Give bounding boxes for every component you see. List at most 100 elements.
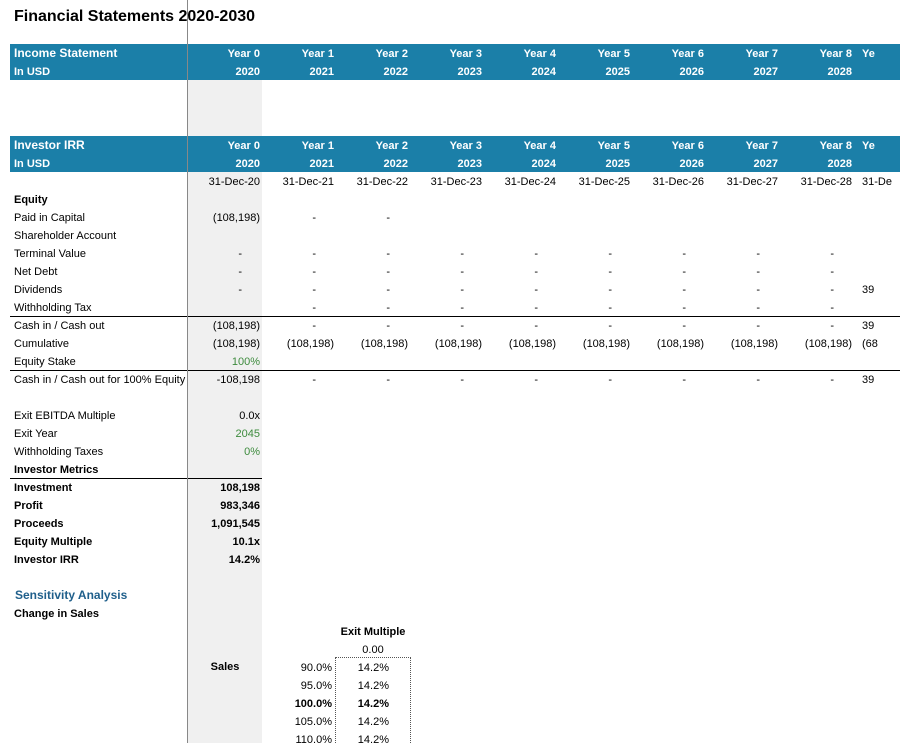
cell-value: - <box>312 302 316 314</box>
sensitivity-row-label: 105.0% <box>294 716 332 728</box>
cell-value: - <box>460 302 464 314</box>
cell-value: - <box>312 266 316 278</box>
metric-value: 10.1x <box>232 536 260 548</box>
row-label: Terminal Value <box>14 248 86 260</box>
cell-value: 100% <box>231 356 260 368</box>
cell-value: - <box>386 374 390 386</box>
cell-value: - <box>460 320 464 332</box>
year-header: Year 2 <box>375 140 408 152</box>
cell-value: - <box>830 320 834 332</box>
fiscal-year: 2022 <box>383 66 408 78</box>
date-header: 31-Dec-24 <box>504 176 556 188</box>
year-header: Year 7 <box>745 48 778 60</box>
fiscal-year: 2022 <box>383 158 408 170</box>
row-label: Dividends <box>14 284 63 296</box>
cell-value: (108,198) <box>730 338 778 350</box>
date-header: 31-De <box>862 176 892 188</box>
income-header-band <box>10 44 900 80</box>
sensitivity-box <box>335 657 411 743</box>
fiscal-year: 2026 <box>679 158 704 170</box>
year-header: Year 0 <box>227 48 260 60</box>
cell-value: - <box>830 248 834 260</box>
row-label: Cumulative <box>14 338 70 350</box>
investor-header-band <box>10 136 900 172</box>
cell-value: - <box>534 248 538 260</box>
cell-value: (108,198) <box>434 338 482 350</box>
cell-value: 39 <box>862 284 875 296</box>
date-header: 31-Dec-22 <box>356 176 408 188</box>
date-header: 31-Dec-27 <box>726 176 778 188</box>
metric-value: 14.2% <box>228 554 260 566</box>
metric-label: Proceeds <box>14 518 64 530</box>
fiscal-year: 2023 <box>457 66 482 78</box>
cell-value: - <box>682 266 686 278</box>
metric-value: 1,091,545 <box>211 518 260 530</box>
fiscal-year: 2028 <box>827 66 852 78</box>
sensitivity-subtitle: Change in Sales <box>14 608 99 620</box>
sensitivity-row-label: 95.0% <box>300 680 332 692</box>
metric-value: 108,198 <box>220 482 260 494</box>
year-header: Ye <box>862 140 875 152</box>
rule <box>10 316 900 317</box>
cell-value: (108,198) <box>212 338 260 350</box>
section-label: Income Statement <box>14 46 118 60</box>
cell-value: - <box>238 248 242 260</box>
year-header: Year 6 <box>671 140 704 152</box>
date-header: 31-Dec-26 <box>652 176 704 188</box>
year-header: Year 6 <box>671 48 704 60</box>
cell-value: - <box>312 320 316 332</box>
cell-value: - <box>312 374 316 386</box>
cell-value: - <box>386 212 390 224</box>
cell-value: - <box>534 302 538 314</box>
year0-shade <box>188 80 262 743</box>
sensitivity-value: 14.2% <box>357 662 389 674</box>
cell-value: (108,198) <box>212 212 260 224</box>
cell-value: - <box>682 302 686 314</box>
cell-value: - <box>756 302 760 314</box>
cell-value: - <box>830 302 834 314</box>
fiscal-year: 2027 <box>753 66 778 78</box>
row-label: Withholding Tax <box>14 302 92 314</box>
cell-value: (108,198) <box>582 338 630 350</box>
metric-value: 983,346 <box>220 500 260 512</box>
cell-value: - <box>830 266 834 278</box>
sensitivity-value: 14.2% <box>357 698 389 710</box>
cell-value: (108,198) <box>360 338 408 350</box>
cell-value: - <box>460 248 464 260</box>
cell-value: - <box>756 374 760 386</box>
row-header: Sales <box>210 661 240 673</box>
year-header: Year 8 <box>819 48 852 60</box>
row-heading: Equity <box>14 194 48 206</box>
rule <box>10 370 900 371</box>
cell-value: (108,198) <box>656 338 704 350</box>
fiscal-year: 2027 <box>753 158 778 170</box>
year-header: Year 2 <box>375 48 408 60</box>
section-label: Investor IRR <box>14 138 85 152</box>
year-header: Ye <box>862 48 875 60</box>
cell-value: - <box>830 374 834 386</box>
cell-value: (108,198) <box>508 338 556 350</box>
cell-value: - <box>608 320 612 332</box>
freeze-line <box>187 0 188 743</box>
metric-label: Equity Multiple <box>14 536 93 548</box>
cell-value: - <box>386 266 390 278</box>
cell-value: - <box>608 302 612 314</box>
sensitivity-row-label: 110.0% <box>295 734 333 743</box>
cell-value: - <box>534 320 538 332</box>
cell-value: (68 <box>862 338 878 350</box>
cell-value: (108,198) <box>212 320 260 332</box>
cell-value: -108,198 <box>216 374 260 386</box>
date-header: 31-Dec-25 <box>578 176 630 188</box>
fiscal-year: 2024 <box>531 66 556 78</box>
metric-label: Investor IRR <box>14 554 79 566</box>
cell-value: - <box>608 374 612 386</box>
fiscal-year: 2024 <box>531 158 556 170</box>
fiscal-year: 2021 <box>309 158 334 170</box>
page-title: Financial Statements 2020-2030 <box>14 8 256 25</box>
cell-value: - <box>682 248 686 260</box>
cell-value: - <box>386 248 390 260</box>
metric-label: Profit <box>14 500 43 512</box>
fiscal-year: 2025 <box>605 66 630 78</box>
year-header: Year 8 <box>819 140 852 152</box>
